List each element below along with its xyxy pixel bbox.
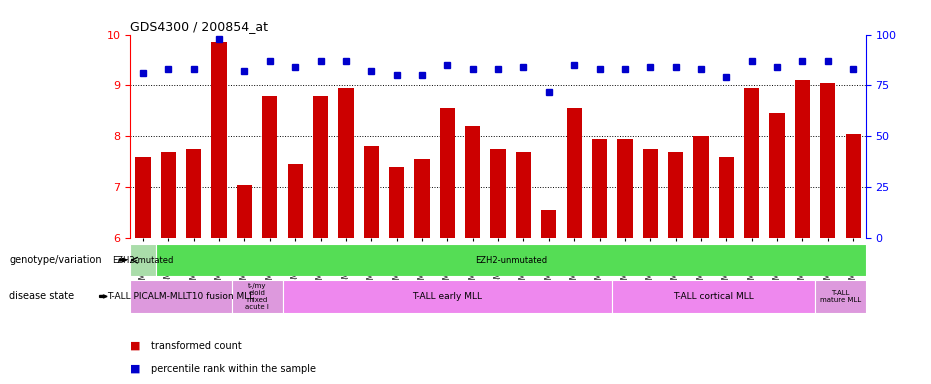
Bar [516, 152, 531, 238]
Bar [135, 157, 151, 238]
Text: EZH2-unmutated: EZH2-unmutated [475, 256, 546, 265]
Text: ■: ■ [130, 364, 141, 374]
Bar [161, 152, 176, 238]
Bar [236, 185, 252, 238]
Bar [642, 149, 658, 238]
Bar [592, 139, 607, 238]
Text: T-ALL cortical MLL: T-ALL cortical MLL [673, 292, 754, 301]
Bar [313, 96, 328, 238]
Bar [820, 83, 835, 238]
Bar [466, 126, 480, 238]
Bar [282, 280, 613, 313]
Text: GDS4300 / 200854_at: GDS4300 / 200854_at [130, 20, 268, 33]
Bar [186, 149, 201, 238]
Bar [338, 88, 354, 238]
Bar [263, 96, 277, 238]
Bar [130, 280, 232, 313]
Bar [389, 167, 404, 238]
Bar [211, 42, 227, 238]
Bar [364, 147, 379, 238]
Bar [613, 280, 816, 313]
Text: EZH2-mutated: EZH2-mutated [113, 256, 174, 265]
Text: percentile rank within the sample: percentile rank within the sample [151, 364, 316, 374]
Text: transformed count: transformed count [151, 341, 241, 351]
Text: T-ALL PICALM-MLLT10 fusion MLL: T-ALL PICALM-MLLT10 fusion MLL [107, 292, 255, 301]
Text: T-ALL
mature MLL: T-ALL mature MLL [820, 290, 861, 303]
Bar [617, 139, 632, 238]
Bar [668, 152, 683, 238]
Bar [130, 244, 155, 276]
Bar [845, 134, 861, 238]
Bar [795, 80, 810, 238]
Bar [769, 113, 785, 238]
Text: t-/my
eloid
mixed
acute l: t-/my eloid mixed acute l [245, 283, 269, 310]
Bar [232, 280, 282, 313]
Bar [288, 164, 303, 238]
Text: genotype/variation: genotype/variation [9, 255, 101, 265]
Bar [744, 88, 760, 238]
Text: ■: ■ [130, 341, 141, 351]
Bar [719, 157, 734, 238]
Bar [567, 108, 582, 238]
Bar [491, 149, 506, 238]
Bar [694, 136, 708, 238]
Bar [541, 210, 557, 238]
Bar [414, 159, 429, 238]
Bar [816, 280, 866, 313]
Text: disease state: disease state [9, 291, 74, 301]
Text: T-ALL early MLL: T-ALL early MLL [412, 292, 482, 301]
Bar [439, 108, 455, 238]
